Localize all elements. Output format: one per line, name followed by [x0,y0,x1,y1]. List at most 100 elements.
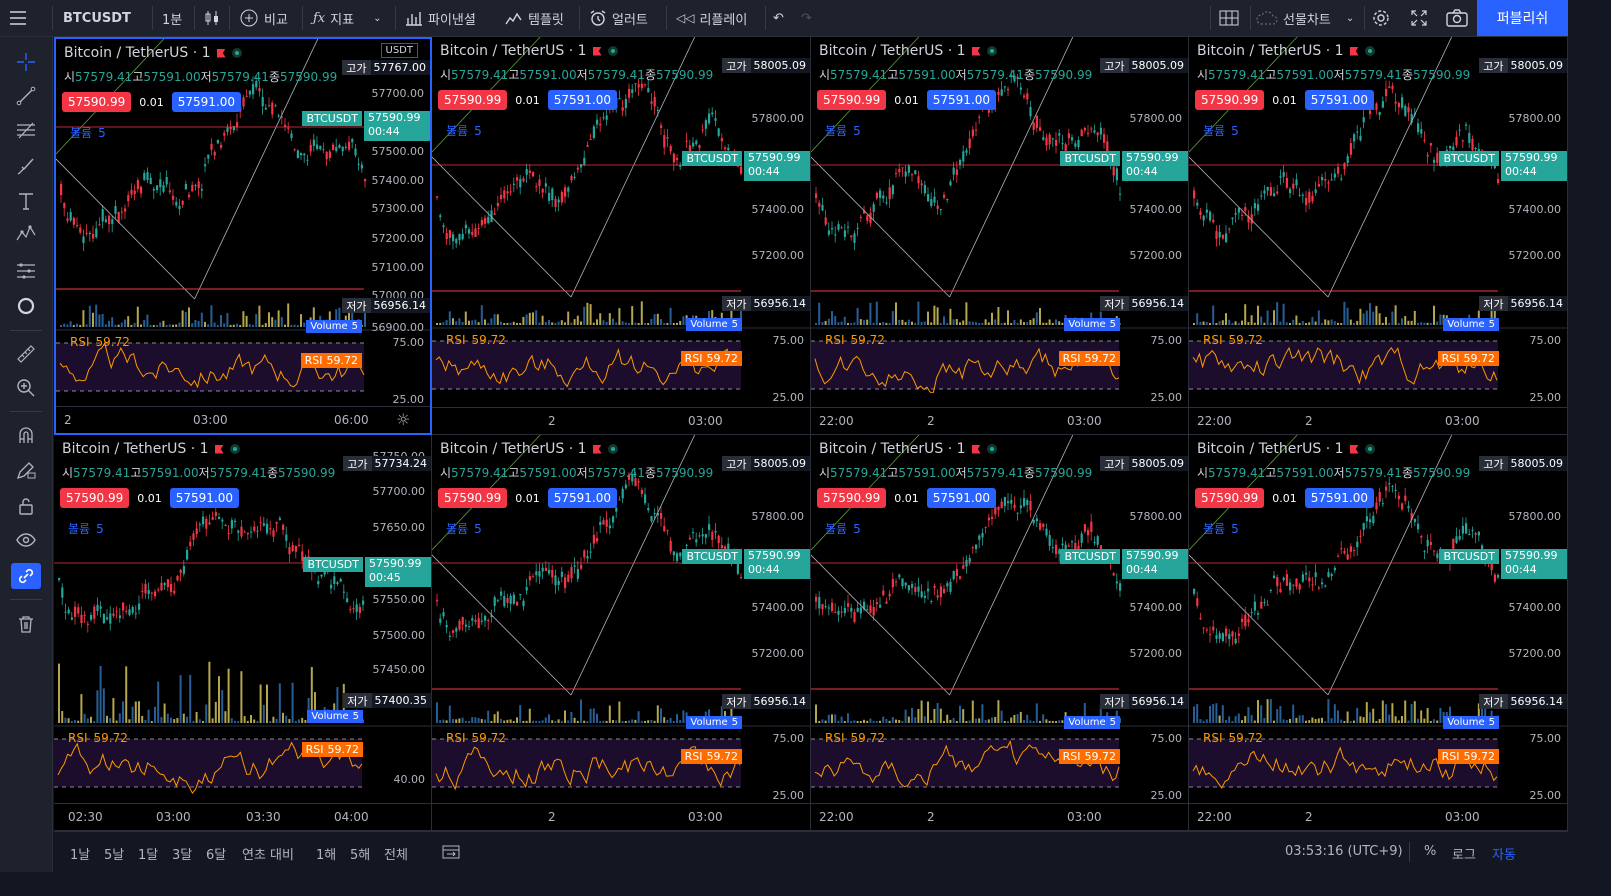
chart-pane[interactable]: Bitcoin / TetherUS · 1 시57579.41고57591.00… [1189,37,1568,435]
sell-button[interactable]: 57590.99 [438,488,507,508]
fullscreen-button[interactable] [1410,0,1428,36]
rsi-legend[interactable]: RSI 59.72 [1197,333,1263,347]
magnet-tool[interactable] [11,423,41,449]
trend-line-drawing[interactable] [1189,555,1328,695]
chart-pane[interactable]: Bitcoin / TetherUS · 1 시57579.41고57591.00… [432,37,811,435]
forecast-tool[interactable] [11,258,41,284]
volume-legend[interactable]: 볼륨 5 [64,124,106,141]
buy-button[interactable]: 57591.00 [927,488,996,508]
pane-title[interactable]: Bitcoin / TetherUS · 1 [440,43,618,59]
axis-settings-icon[interactable]: ☼ [396,410,410,429]
lock-drawings-tool[interactable] [11,493,41,519]
alert-button[interactable]: 얼러트 [589,0,648,36]
indicators-button[interactable]: ƒx 지표 ⌄ [313,0,381,36]
stay-in-drawing-tool[interactable] [11,457,41,483]
brush-tool[interactable] [11,153,41,179]
clock-display[interactable]: 03:53:16 (UTC+9) [1285,844,1403,859]
futures-chart-button[interactable]: 선물차트 ⌄ [1256,0,1354,36]
menu-icon[interactable] [8,0,28,36]
flag-icon[interactable] [972,47,981,56]
zoom-tool[interactable] [11,375,41,401]
chart-pane[interactable]: Bitcoin / TetherUS · 1 시57579.41고57591.00… [54,37,432,435]
pane-title[interactable]: Bitcoin / TetherUS · 1 [1197,43,1375,59]
trend-line-drawing[interactable] [432,157,571,297]
interval-button[interactable]: 1분 [162,0,182,36]
auto-toggle[interactable]: 자동 [1492,844,1516,863]
flag-icon[interactable] [593,47,602,56]
rsi-legend[interactable]: RSI 59.72 [62,731,128,745]
sell-button[interactable]: 57590.99 [60,488,129,508]
templates-button[interactable]: 템플릿 [505,0,564,36]
buy-button[interactable]: 57591.00 [1305,90,1374,110]
goto-date-button[interactable] [442,844,460,864]
compare-button[interactable]: 비교 [239,0,288,36]
rsi-legend[interactable]: RSI 59.72 [819,333,885,347]
chart-pane[interactable]: Bitcoin / TetherUS · 1 시57579.41고57591.00… [811,37,1189,435]
ruler-tool[interactable] [11,341,41,367]
sell-button[interactable]: 57590.99 [817,90,886,110]
pane-title[interactable]: Bitcoin / TetherUS · 1 [819,441,997,457]
range-button[interactable]: 1해 [316,844,336,863]
buy-button[interactable]: 57591.00 [1305,488,1374,508]
snapshot-button[interactable] [1446,0,1468,36]
flag-icon[interactable] [1350,47,1359,56]
volume-legend[interactable]: 볼륨 5 [819,520,861,537]
percent-toggle[interactable]: % [1424,844,1436,859]
chart-pane[interactable]: Bitcoin / TetherUS · 1 시57579.41고57591.00… [811,435,1189,831]
remove-drawings-tool[interactable] [11,611,41,637]
rsi-legend[interactable]: RSI 59.72 [440,333,506,347]
range-button[interactable]: 1달 [138,844,158,863]
pane-title[interactable]: Bitcoin / TetherUS · 1 [62,441,240,457]
flag-icon[interactable] [217,49,226,58]
sell-button[interactable]: 57590.99 [817,488,886,508]
buy-button[interactable]: 57591.00 [172,92,241,112]
range-button[interactable]: 5해 [350,844,370,863]
trend-line-drawing[interactable] [1189,157,1328,297]
range-button[interactable]: 연초 대비 [242,844,294,863]
rsi-legend[interactable]: RSI 59.72 [64,335,130,349]
trend-line-drawing[interactable] [432,555,571,695]
financials-button[interactable]: 파이낸셜 [405,0,476,36]
hide-drawings-tool[interactable] [11,527,41,553]
symbol-search[interactable]: BTCUSDT [63,0,131,36]
pattern-tool[interactable] [11,220,41,246]
layout-button[interactable] [1219,0,1239,36]
flag-icon[interactable] [1350,445,1359,454]
pane-title[interactable]: Bitcoin / TetherUS · 1 [64,45,242,61]
range-button[interactable]: 전체 [384,844,408,863]
buy-button[interactable]: 57591.00 [548,488,617,508]
text-tool[interactable] [11,188,41,214]
time-axis[interactable]: 22:00 2 03:00 [811,803,1188,830]
range-button[interactable]: 5날 [104,844,124,863]
flag-icon[interactable] [593,445,602,454]
volume-legend[interactable]: 볼륨 5 [62,520,104,537]
time-axis[interactable]: 22:00 2 03:00 [1189,407,1567,434]
pane-title[interactable]: Bitcoin / TetherUS · 1 [819,43,997,59]
replay-button[interactable]: ◁◁ 리플레이 [676,0,747,36]
volume-legend[interactable]: 볼륨 5 [440,122,482,139]
volume-legend[interactable]: 볼륨 5 [1197,122,1239,139]
volume-legend[interactable]: 볼륨 5 [1197,520,1239,537]
redo-button[interactable]: ↷ [801,0,812,36]
pane-title[interactable]: Bitcoin / TetherUS · 1 [440,441,618,457]
buy-button[interactable]: 57591.00 [170,488,239,508]
time-axis[interactable]: 2 03:00 [432,407,810,434]
trend-line-drawing[interactable] [56,159,195,299]
fib-tool[interactable] [11,117,41,143]
volume-legend[interactable]: 볼륨 5 [819,122,861,139]
time-axis[interactable]: 02:30 03:00 03:30 04:00 [54,803,431,830]
currency-unit-button[interactable]: USDT [381,43,418,58]
time-axis[interactable]: 22:00 2 03:00 [1189,803,1567,830]
flag-icon[interactable] [972,445,981,454]
buy-button[interactable]: 57591.00 [927,90,996,110]
trend-line-tool[interactable] [11,83,41,109]
volume-legend[interactable]: 볼륨 5 [440,520,482,537]
chart-pane[interactable]: Bitcoin / TetherUS · 1 시57579.41고57591.00… [54,435,432,831]
rsi-legend[interactable]: RSI 59.72 [1197,731,1263,745]
log-toggle[interactable]: 로그 [1452,844,1476,863]
rsi-legend[interactable]: RSI 59.72 [819,731,885,745]
trend-line-drawing[interactable] [811,555,950,695]
sell-button[interactable]: 57590.99 [1195,488,1264,508]
time-axis[interactable]: 2 03:00 [432,803,810,830]
time-axis[interactable]: 2 03:00 06:00 ☼ [56,406,430,433]
